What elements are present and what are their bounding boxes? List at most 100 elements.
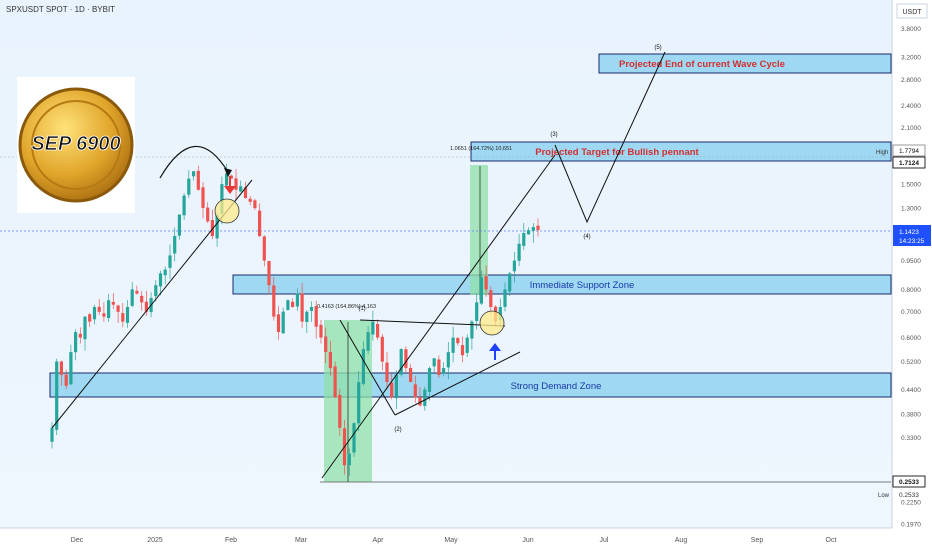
symbol-title: SPXUSDT SPOT · 1D · BYBIT — [6, 5, 115, 14]
high-tag-value: 1.7794 — [899, 148, 919, 155]
y-tick-label: 0.3800 — [901, 412, 921, 419]
y-tick-label: 0.6000 — [901, 335, 921, 342]
candle — [272, 285, 276, 317]
candle — [229, 175, 233, 179]
logo-coin-inner — [31, 100, 121, 190]
candle — [225, 173, 229, 186]
candle — [92, 307, 97, 320]
x-tick-label: Apr — [373, 537, 385, 544]
zone-demand-label: Strong Demand Zone — [511, 381, 602, 392]
candle — [276, 314, 281, 332]
currency-box[interactable] — [896, 3, 928, 19]
candle — [291, 301, 295, 308]
logo-coin — [18, 87, 134, 203]
candle — [427, 368, 432, 392]
x-tick-label: 2025 — [147, 537, 163, 544]
candle — [130, 289, 134, 306]
candle — [536, 225, 540, 231]
x-tick-label: Aug — [675, 537, 688, 544]
time-axis-panel[interactable] — [0, 528, 932, 550]
candle — [324, 336, 328, 353]
candle — [125, 307, 130, 323]
pennant-tag-box — [892, 156, 926, 169]
candle — [314, 306, 318, 327]
y-tick-label: 2.4000 — [901, 103, 921, 110]
support-tag-box — [892, 475, 926, 488]
candle — [154, 285, 158, 297]
candle — [187, 178, 191, 195]
candle — [102, 313, 106, 317]
zone-support[interactable] — [232, 274, 892, 295]
candle — [527, 230, 531, 235]
candle — [361, 349, 365, 384]
candle — [470, 321, 474, 339]
x-tick-label: Dec — [71, 537, 84, 544]
y-tick-label: 1.3000 — [901, 206, 921, 213]
candle — [206, 207, 210, 222]
zone-pennant-target[interactable] — [470, 141, 892, 162]
trendline-early — [51, 179, 253, 429]
candle — [220, 184, 224, 214]
candle — [300, 293, 304, 322]
y-tick-label: 0.9500 — [901, 258, 921, 265]
candle — [243, 187, 248, 198]
candle — [140, 295, 144, 303]
pennant-left — [339, 319, 396, 416]
candle — [196, 170, 200, 190]
candle — [512, 260, 516, 272]
trendline-rise — [321, 154, 556, 479]
y-tick-label: 1.5000 — [901, 182, 921, 189]
y-tick-label: 0.3300 — [901, 435, 921, 442]
down-arrow — [224, 176, 236, 194]
candle — [465, 337, 469, 353]
x-tick-label: Oct — [826, 537, 837, 544]
y-tick-label: 0.8000 — [901, 287, 921, 294]
x-tick-label: Jul — [600, 537, 609, 544]
support-tag-value: 0.2533 — [899, 479, 919, 486]
y-tick-label: 2.8000 — [901, 77, 921, 84]
wave-projection — [554, 51, 666, 224]
low-tag-value: 0.2533 — [899, 492, 919, 499]
countdown-value: 14:23:25 — [899, 238, 925, 245]
candle — [451, 337, 455, 353]
candle — [404, 349, 408, 369]
candle — [371, 321, 375, 335]
candle — [74, 332, 78, 353]
x-tick-label: May — [444, 537, 458, 544]
candle — [305, 311, 309, 322]
zone-pennant-target-label: Projected Target for Bullish pennant — [535, 147, 699, 158]
candle — [347, 453, 351, 466]
wave-label-5: (5) — [654, 45, 661, 51]
candle — [475, 302, 479, 321]
candle — [517, 243, 521, 261]
y-tick-label: 0.4400 — [901, 387, 921, 394]
top-arc-head — [224, 168, 232, 177]
wave-label-2: (2) — [394, 427, 401, 433]
candle — [385, 362, 389, 383]
candle — [201, 187, 205, 208]
candle — [319, 324, 323, 338]
price-axis-panel[interactable] — [892, 0, 932, 528]
candle — [107, 300, 111, 318]
zone-wave-end[interactable] — [598, 53, 892, 74]
candle — [258, 210, 262, 237]
candle — [338, 394, 342, 428]
candle — [163, 269, 167, 276]
candle — [158, 273, 163, 287]
candle — [446, 352, 450, 368]
zone-support-label: Immediate Support Zone — [530, 280, 635, 291]
candle — [418, 397, 422, 406]
pennant-tag-value: 1.7124 — [899, 160, 919, 167]
candle — [489, 290, 493, 307]
candle — [192, 171, 196, 177]
candle — [88, 314, 92, 322]
currency-label: USDT — [902, 9, 922, 16]
candle — [83, 316, 87, 340]
candle — [380, 336, 384, 362]
candle — [177, 214, 181, 236]
candle — [394, 374, 398, 399]
candle — [333, 366, 337, 398]
flagpole-upper — [470, 165, 488, 295]
candle — [97, 306, 101, 312]
